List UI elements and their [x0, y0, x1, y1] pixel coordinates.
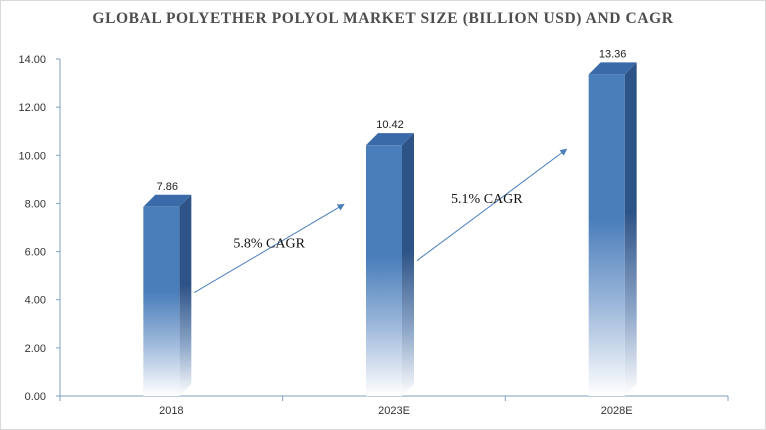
- cagr-arrow: [416, 148, 568, 261]
- bar-front-face: [366, 145, 402, 396]
- bar-2028E: [588, 62, 637, 397]
- x-tick-label: 2018: [159, 405, 183, 417]
- data-label: 7.86: [157, 181, 178, 193]
- data-label: 13.36: [599, 48, 627, 60]
- bar-side-face: [402, 133, 414, 396]
- bar-front-face: [588, 74, 625, 397]
- y-tick-label: 0.00: [25, 391, 46, 403]
- bar-top-face: [588, 62, 637, 75]
- bar-top-face: [366, 133, 414, 146]
- y-tick-label: 4.00: [25, 295, 46, 307]
- chart-title: GLOBAL POLYETHER POLYOL MARKET SIZE (BIL…: [92, 10, 674, 27]
- cagr-arrow: [194, 203, 345, 294]
- x-tick-label: 2023E: [378, 405, 410, 417]
- cagr-label: 5.8% CAGR: [233, 236, 305, 251]
- y-tick-label: 14.00: [18, 54, 46, 66]
- y-tick-label: 12.00: [18, 102, 46, 114]
- y-tick-label: 10.00: [18, 150, 46, 162]
- x-tick-label: 2028E: [601, 405, 633, 417]
- y-tick-label: 6.00: [25, 247, 46, 259]
- bar-top-face: [143, 194, 192, 207]
- bars: [143, 62, 637, 397]
- bar-front-face: [143, 206, 180, 396]
- cagr-annotations: 5.8% CAGR 5.1% CAGR: [194, 148, 568, 294]
- bar-2023E: [366, 133, 414, 396]
- bar-side-face: [624, 62, 637, 397]
- y-tick-label: 2.00: [25, 343, 46, 355]
- y-tick-label: 8.00: [25, 198, 46, 210]
- bar-side-face: [179, 194, 192, 396]
- data-labels: 7.86 10.42 13.36: [157, 48, 627, 192]
- cagr-label: 5.1% CAGR: [451, 192, 523, 207]
- data-label: 10.42: [376, 119, 404, 131]
- bar-2018: [143, 194, 192, 396]
